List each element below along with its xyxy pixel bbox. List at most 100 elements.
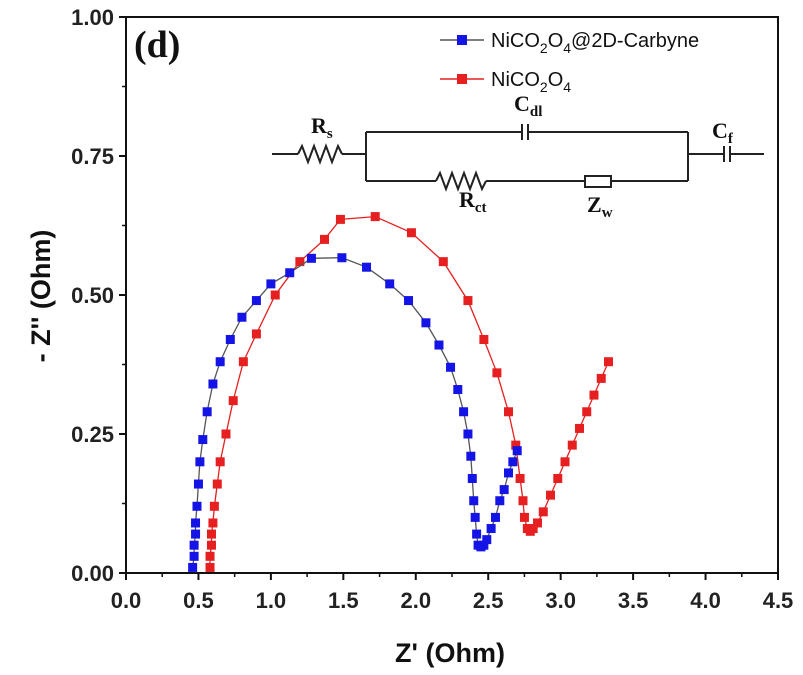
y-axis-title: - Z'' (Ohm) <box>26 230 56 363</box>
y-tick-label: 0.00 <box>71 561 114 586</box>
data-point <box>406 228 416 238</box>
data-point <box>589 390 599 400</box>
data-point <box>238 357 248 367</box>
x-tick-label: 1.5 <box>328 588 359 613</box>
circuit-label-rs: Rs <box>311 113 333 142</box>
x-tick-label: 3.0 <box>545 588 576 613</box>
data-point <box>206 540 216 550</box>
data-point <box>492 368 502 378</box>
circuit-label-main: Z <box>587 192 602 217</box>
circuit-label-cdl: Cdl <box>514 91 542 120</box>
y-tick-label: 0.75 <box>71 144 114 169</box>
data-point <box>479 334 489 344</box>
data-point <box>463 296 473 306</box>
data-point <box>208 379 218 389</box>
data-point <box>212 479 222 489</box>
x-tick-label: 2.0 <box>400 588 431 613</box>
data-point <box>519 512 529 522</box>
data-point <box>195 457 205 467</box>
data-point <box>469 496 479 506</box>
data-point <box>603 357 613 367</box>
plot-border <box>125 16 779 574</box>
data-point <box>560 457 570 467</box>
circuit-label-sub: w <box>602 205 613 221</box>
circuit-label-main: C <box>712 118 728 143</box>
series-layer <box>188 212 613 572</box>
data-point <box>518 496 528 506</box>
data-point <box>490 512 500 522</box>
legend-text-part: @2D-Carbyne <box>571 30 699 52</box>
data-point <box>528 524 538 534</box>
data-point <box>188 562 198 572</box>
legend-text-part: 4 <box>563 79 571 95</box>
data-point <box>504 407 514 417</box>
data-point <box>370 212 380 222</box>
data-point <box>438 257 448 267</box>
circuit-label-sub: dl <box>530 104 543 120</box>
data-point <box>335 214 345 224</box>
warburg-element <box>584 175 612 188</box>
data-point <box>463 429 473 439</box>
data-point <box>472 529 482 539</box>
data-point <box>215 457 225 467</box>
data-point <box>575 423 585 433</box>
data-point <box>285 268 295 278</box>
circuit-label-sub: ct <box>475 200 487 216</box>
data-point <box>553 473 563 483</box>
data-point <box>362 262 372 272</box>
axis-ticks: 0.0 0.5 1.0 1.5 2.0 2.5 3.0 3.5 4.0 4.5 0.00 0.25 0.… <box>71 5 793 613</box>
data-point <box>567 440 577 450</box>
data-point <box>582 407 592 417</box>
data-point <box>546 490 556 500</box>
y-tick-label: 1.00 <box>71 5 114 30</box>
data-point <box>511 440 521 450</box>
x-tick-label: 0.5 <box>183 588 214 613</box>
data-point <box>515 473 525 483</box>
data-point <box>319 234 329 244</box>
legend-label: NiCO2O4@2D-Carbyne <box>491 30 699 56</box>
data-point <box>486 524 496 534</box>
x-tick-label: 2.5 <box>473 588 504 613</box>
legend-text-part: O <box>548 69 564 91</box>
data-point <box>221 429 231 439</box>
data-point <box>198 435 208 445</box>
data-point <box>459 407 469 417</box>
data-point <box>208 518 218 528</box>
legend-text-part: NiCO <box>491 69 540 91</box>
circuit-label-sub: f <box>728 131 734 147</box>
data-point <box>495 496 505 506</box>
x-tick-label: 3.5 <box>618 588 649 613</box>
legend-text-part: NiCO <box>491 30 540 52</box>
data-point <box>251 329 261 339</box>
data-point <box>532 518 542 528</box>
data-point <box>237 312 247 322</box>
legend-text-part: 4 <box>563 40 571 56</box>
circuit-label-main: R <box>459 187 476 212</box>
data-point <box>467 473 477 483</box>
series-0 <box>188 253 522 572</box>
data-point <box>191 518 201 528</box>
data-point <box>192 501 202 511</box>
data-point <box>295 257 305 267</box>
legend-text-part: 2 <box>540 79 548 95</box>
data-point <box>205 562 215 572</box>
data-point <box>538 507 548 517</box>
data-point <box>446 362 456 372</box>
data-point <box>504 468 514 478</box>
series-line <box>209 215 610 568</box>
data-point <box>508 457 518 467</box>
data-point <box>251 296 261 306</box>
data-point <box>466 451 476 461</box>
y-tick-label: 0.50 <box>71 283 114 308</box>
x-tick-label: 4.5 <box>763 588 794 613</box>
data-point <box>205 551 215 561</box>
circuit-label-zw: Zw <box>587 192 613 221</box>
legend-label: NiCO2O4 <box>491 69 571 95</box>
data-point <box>479 540 489 550</box>
x-tick-label: 1.0 <box>256 588 287 613</box>
data-point <box>512 446 522 456</box>
data-point <box>209 501 219 511</box>
series-1 <box>205 212 613 572</box>
